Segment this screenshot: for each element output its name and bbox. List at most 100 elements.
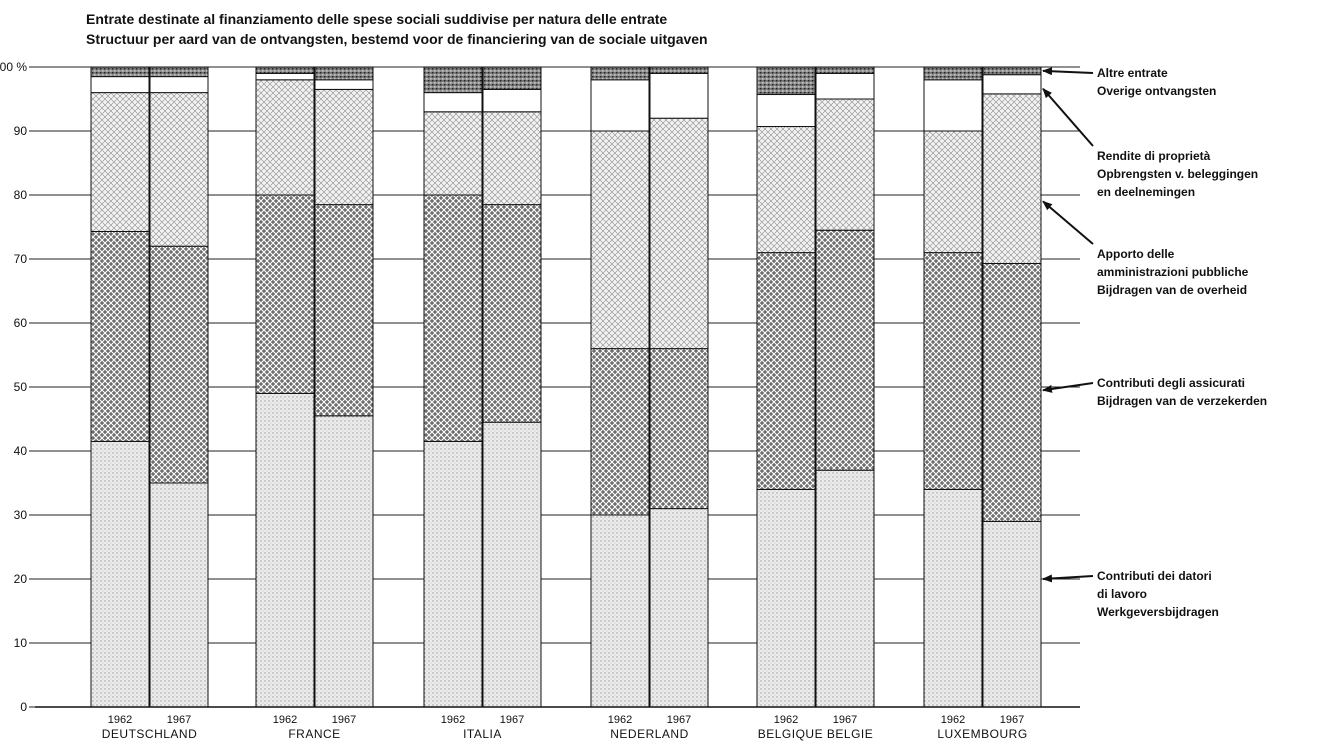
legend-arrow <box>1042 574 1094 583</box>
bar-segment <box>756 252 816 490</box>
bar-segment <box>314 415 374 708</box>
bar-segment <box>423 194 483 442</box>
bar-segment <box>649 508 709 708</box>
bar-segment <box>90 76 150 94</box>
axis-layer: 0 10 20 30 40 50 60 70 80 90 100 % 1962 1967 1962 1967… <box>0 60 1080 741</box>
bar-segment <box>90 230 150 442</box>
bar-segment <box>482 111 542 206</box>
y-tick-label: 10 <box>14 636 28 650</box>
legend-label: en deelnemingen <box>1097 185 1195 199</box>
country-label: BELGIQUE BELGIE <box>758 727 874 741</box>
bar-segment <box>756 66 816 96</box>
bar-segment <box>482 204 542 423</box>
x-tick-label: 1962 <box>441 714 465 726</box>
bar-segment <box>756 126 816 254</box>
y-tick-label: 20 <box>14 572 28 586</box>
y-tick-label: 30 <box>14 508 28 522</box>
bar-segment <box>815 72 875 100</box>
bar-segment <box>815 229 875 471</box>
bar-segment <box>423 66 483 94</box>
bar-segment <box>423 111 483 196</box>
bars-layer <box>90 66 1042 708</box>
bar-segment <box>149 92 209 247</box>
bar-segment <box>982 262 1042 522</box>
bar-segment <box>923 252 983 490</box>
bar-segment <box>982 66 1042 76</box>
bar-segment <box>149 482 209 708</box>
legend-label: Opbrengsten v. beleggingen <box>1097 167 1258 181</box>
bar-segment <box>149 66 209 78</box>
grid-layer <box>35 66 1080 708</box>
y-tick-label: 100 % <box>0 60 27 74</box>
legend-label: Contributi dei datori <box>1097 569 1212 583</box>
bar-segment <box>90 440 150 708</box>
legend-label: Bijdragen van de verzekerden <box>1097 394 1267 408</box>
bar-segment <box>923 130 983 254</box>
bar-segment <box>255 79 315 196</box>
x-tick-label: 1967 <box>833 714 857 726</box>
y-tick-label: 60 <box>14 316 28 330</box>
legend-label: Altre entrate <box>1097 66 1168 80</box>
country-label: LUXEMBOURG <box>937 727 1027 741</box>
bar-segment <box>590 66 650 81</box>
bar-segment <box>982 93 1042 264</box>
bar-segment <box>314 204 374 417</box>
bar-segment <box>90 92 150 232</box>
bar-segment <box>815 469 875 708</box>
country-label: NEDERLAND <box>610 727 689 741</box>
country-label: DEUTSCHLAND <box>102 727 198 741</box>
bar-segment <box>590 514 650 708</box>
bar-segment <box>482 88 542 113</box>
x-tick-label: 1967 <box>1000 714 1024 726</box>
bar-segment <box>90 66 150 78</box>
legend-arrow <box>1042 67 1094 76</box>
legend-label: amministrazioni pubbliche <box>1097 265 1249 279</box>
x-tick-label: 1962 <box>774 714 798 726</box>
y-tick-label: 70 <box>14 252 28 266</box>
bar-segment <box>756 488 816 708</box>
legend-label: Werkgeversbijdragen <box>1097 605 1219 619</box>
bar-segment <box>982 74 1042 95</box>
bar-segment <box>314 79 374 90</box>
y-tick-label: 50 <box>14 380 28 394</box>
bar-segment <box>149 245 209 484</box>
legend-label: Bijdragen van de overheid <box>1097 283 1247 297</box>
legend-layer: Altre entrate Overige ontvangsten Rendite … <box>1042 66 1267 619</box>
bar-segment <box>482 421 542 708</box>
x-tick-label: 1962 <box>273 714 297 726</box>
bar-segment <box>255 392 315 708</box>
country-label: FRANCE <box>288 727 340 741</box>
bar-segment <box>982 520 1042 708</box>
x-tick-label: 1962 <box>108 714 132 726</box>
x-tick-label: 1967 <box>167 714 191 726</box>
legend-label: Overige ontvangsten <box>1097 84 1216 98</box>
x-tick-label: 1967 <box>667 714 691 726</box>
legend-label: di lavoro <box>1097 587 1147 601</box>
chart-subtitle: Structuur per aard van de ontvangsten, b… <box>86 31 708 47</box>
bar-segment <box>590 79 650 132</box>
x-tick-label: 1967 <box>332 714 356 726</box>
bar-segment <box>649 348 709 510</box>
bar-segment <box>815 66 875 74</box>
country-label: ITALIA <box>463 727 502 741</box>
bar-segment <box>255 72 315 81</box>
bar-segment <box>423 440 483 708</box>
y-tick-label: 80 <box>14 188 28 202</box>
bar-segment <box>314 88 374 206</box>
bar-segment <box>149 76 209 94</box>
y-tick-label: 90 <box>14 124 28 138</box>
bar-segment <box>255 194 315 394</box>
x-tick-label: 1967 <box>500 714 524 726</box>
legend-arrow <box>1042 200 1094 245</box>
bar-segment <box>756 94 816 128</box>
bar-segment <box>815 98 875 231</box>
bar-segment <box>482 66 542 90</box>
y-tick-label: 40 <box>14 444 28 458</box>
bar-segment <box>314 66 374 81</box>
x-tick-label: 1962 <box>608 714 632 726</box>
bar-segment <box>923 66 983 81</box>
bar-segment <box>423 92 483 113</box>
bar-segment <box>590 348 650 516</box>
bar-segment <box>649 117 709 350</box>
